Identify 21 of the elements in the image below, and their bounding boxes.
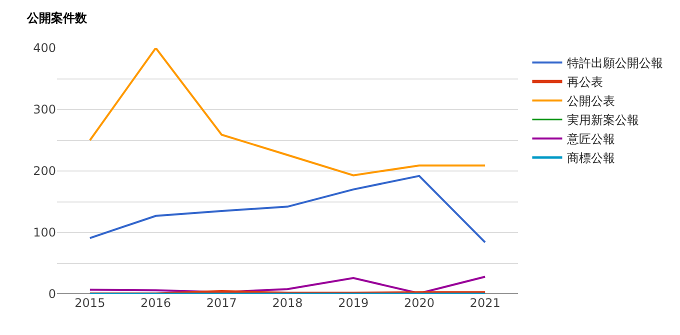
x-tick-label: 2016 [140,296,172,310]
y-tick-label: 400 [33,41,56,56]
legend-label: 商標公報 [567,151,616,166]
x-tick-label: 2018 [272,296,303,310]
x-tick-label: 2021 [470,296,500,310]
x-tick-label: 2017 [206,296,237,310]
y-tick-label: 200 [33,164,56,178]
line-series [88,48,486,176]
y-tick-label: 300 [33,102,56,117]
legend-label: 再公表 [567,75,604,90]
legend-label: 公開公表 [567,94,616,108]
legend-label: 特許出願公開公報 [567,56,664,70]
y-tick-label: 0 [48,287,56,302]
chart-title: 公開案件数 [26,10,88,25]
x-tick-label: 2020 [404,296,434,310]
y-tick-label: 100 [33,226,56,240]
x-tick-label: 2019 [338,296,369,310]
legend-label: 実用新案公報 [567,113,640,128]
line-series [88,174,486,244]
legend-label: 意匠公報 [566,132,616,146]
x-tick-label: 2015 [74,296,106,310]
